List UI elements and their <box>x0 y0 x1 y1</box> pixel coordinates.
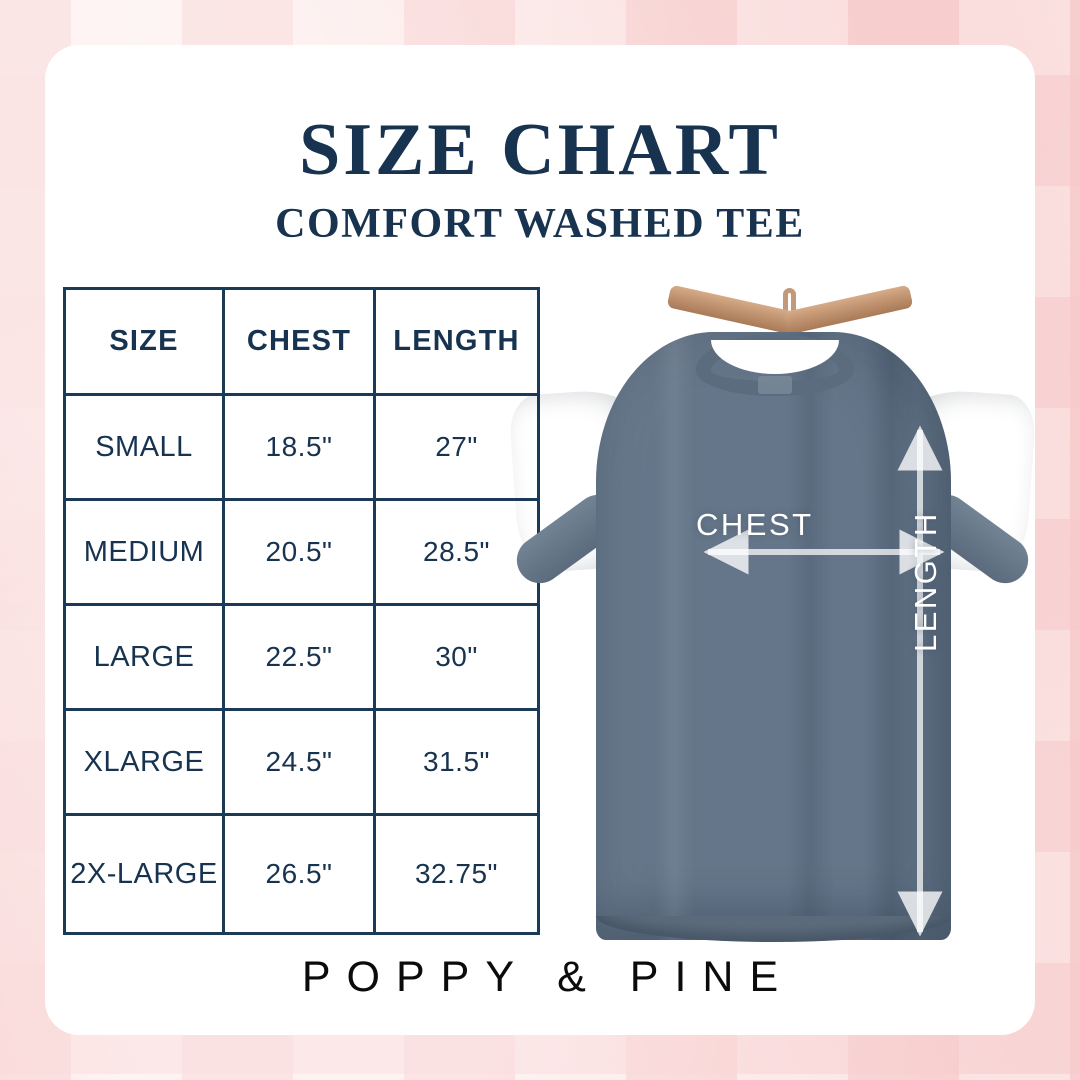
cell-size: MEDIUM <box>63 498 225 606</box>
cell-length: 30" <box>373 603 540 711</box>
tshirt-neck-tag <box>758 376 792 394</box>
table-row: XLARGE 24.5" 31.5" <box>63 708 540 816</box>
page-title: SIZE CHART <box>299 109 781 191</box>
cell-length: 32.75" <box>373 813 540 935</box>
size-chart-table: SIZE CHEST LENGTH SMALL 18.5" 27" MEDIUM… <box>63 287 540 935</box>
table-header-row: SIZE CHEST LENGTH <box>63 287 540 396</box>
tshirt-product-image: CHEST LENGTH <box>500 280 1035 960</box>
cell-length: 28.5" <box>373 498 540 606</box>
cell-length: 31.5" <box>373 708 540 816</box>
table-row: MEDIUM 20.5" 28.5" <box>63 498 540 606</box>
table-row: SMALL 18.5" 27" <box>63 393 540 501</box>
size-chart-card: SIZE CHART COMFORT WASHED TEE SIZE CHEST… <box>45 45 1035 1035</box>
brand-name: POPPY & PINE <box>301 953 795 1001</box>
tshirt-body <box>596 332 951 940</box>
column-header-size: SIZE <box>63 287 225 396</box>
cell-chest: 26.5" <box>222 813 376 935</box>
page-subtitle: COMFORT WASHED TEE <box>275 201 805 247</box>
hanger-hook-icon <box>783 288 796 314</box>
cell-chest: 18.5" <box>222 393 376 501</box>
table-row: 2X-LARGE 26.5" 32.75" <box>63 813 540 935</box>
cell-chest: 24.5" <box>222 708 376 816</box>
column-header-chest: CHEST <box>222 287 376 396</box>
cell-size: SMALL <box>63 393 225 501</box>
column-header-length: LENGTH <box>373 287 540 396</box>
cell-size: XLARGE <box>63 708 225 816</box>
cell-chest: 20.5" <box>222 498 376 606</box>
cell-length: 27" <box>373 393 540 501</box>
cell-chest: 22.5" <box>222 603 376 711</box>
table-row: LARGE 22.5" 30" <box>63 603 540 711</box>
cell-size: 2X-LARGE <box>63 813 225 935</box>
cell-size: LARGE <box>63 603 225 711</box>
